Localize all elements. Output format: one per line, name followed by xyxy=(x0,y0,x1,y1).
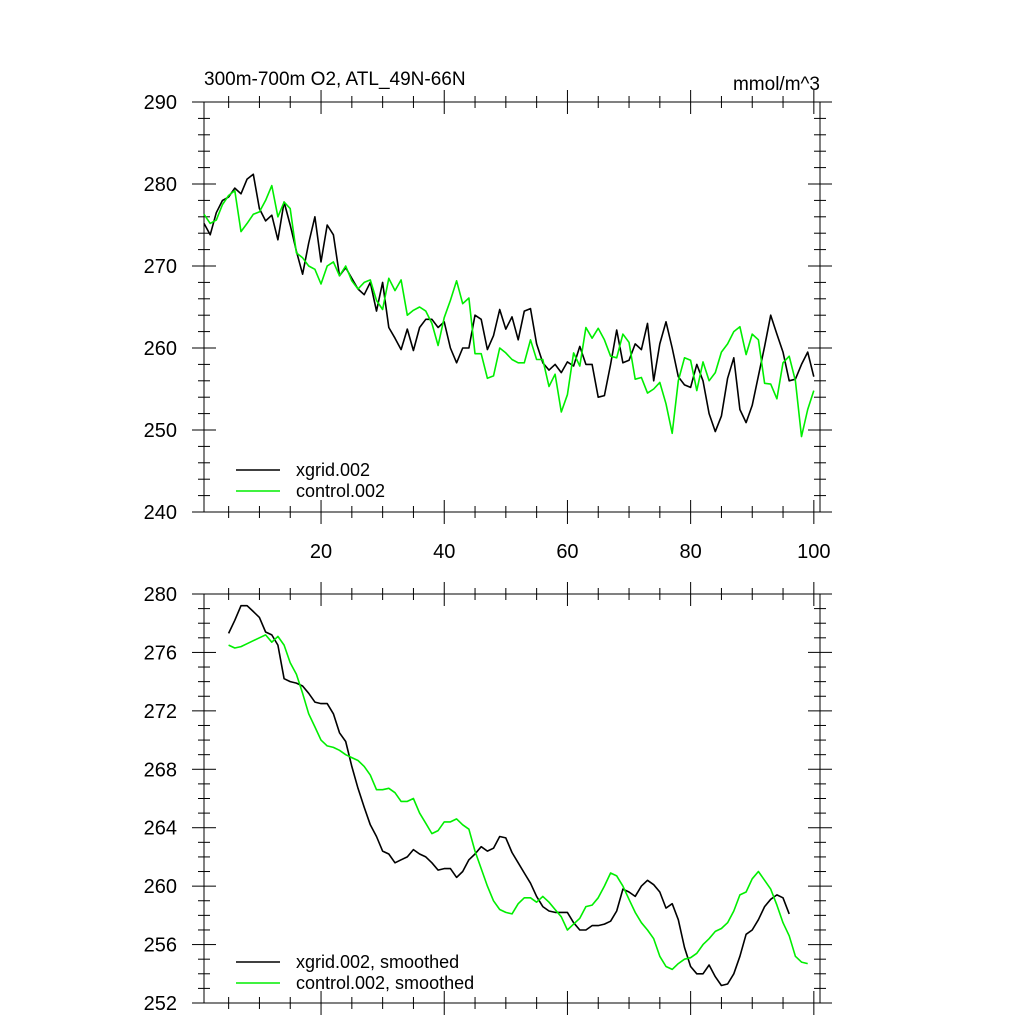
series-line-xgrid xyxy=(227,604,790,987)
y-tick-label: 270 xyxy=(144,256,177,278)
legend-label: control.002 xyxy=(296,481,385,501)
y-tick-label: 240 xyxy=(144,502,177,524)
x-tick-label: 80 xyxy=(680,541,702,563)
y-tick-label: 272 xyxy=(144,701,177,723)
chart-panel-1: 240 250 260 270 280 290 20 40 60 80 100 300m-700m O… xyxy=(144,69,832,563)
legend-label: control.002, smoothed xyxy=(296,973,474,993)
chart-title: 300m-700m O2, ATL_49N-66N xyxy=(204,69,466,90)
units-label: mmol/m^3 xyxy=(733,74,820,95)
y-tick-label: 290 xyxy=(144,92,177,114)
y-tick-label: 280 xyxy=(144,584,177,606)
y-tick-label: 268 xyxy=(144,759,177,781)
series-line-xgrid xyxy=(203,173,815,433)
chart-panel-2: 252 256 260 264 268 272 276 280 xgrid.002, smoot… xyxy=(144,582,832,1015)
series-line-control xyxy=(228,634,808,971)
y-tick-label: 276 xyxy=(144,642,177,664)
y-tick-label: 280 xyxy=(144,174,177,196)
x-tick-label: 60 xyxy=(556,541,578,563)
plot-frame xyxy=(203,593,821,1004)
legend-label: xgrid.002 xyxy=(296,460,370,480)
y-tick-label: 264 xyxy=(144,818,177,840)
x-tick-label: 20 xyxy=(310,541,332,563)
x-tick-label: 40 xyxy=(433,541,455,563)
y-tick-label: 256 xyxy=(144,935,177,957)
y-tick-label: 250 xyxy=(144,420,177,442)
y-tick-label: 260 xyxy=(144,338,177,360)
legend-label: xgrid.002, smoothed xyxy=(296,952,459,972)
y-tick-label: 260 xyxy=(144,876,177,898)
x-tick-label: 100 xyxy=(797,541,830,563)
plot-frame xyxy=(203,101,821,513)
series-line-control xyxy=(203,184,815,438)
y-tick-label: 252 xyxy=(144,993,177,1015)
